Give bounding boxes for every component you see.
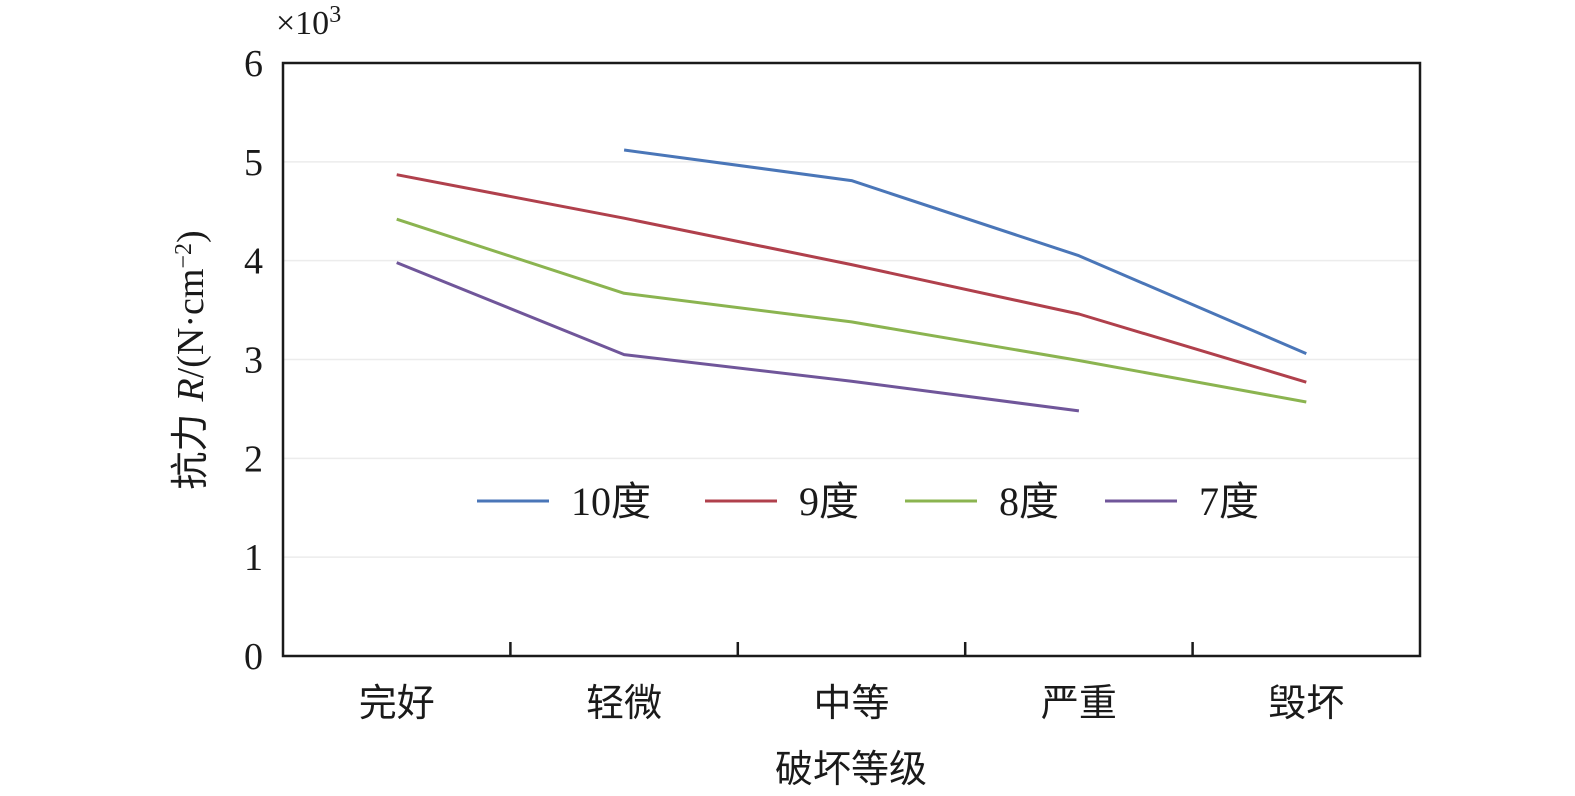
y-axis-title-symbol: R (170, 378, 212, 402)
legend: 10度 9度 8度 7度 (477, 479, 1259, 524)
x-axis-title: 破坏等级 (775, 747, 927, 791)
gridlines (283, 161, 1420, 558)
y-tick-label: 5 (244, 142, 263, 184)
legend-label: 7度 (1199, 479, 1259, 524)
plot-area-frame (281, 61, 1422, 658)
legend-label: 10度 (571, 479, 651, 524)
x-category-label: 中等 (813, 681, 889, 725)
series-lines (396, 148, 1307, 413)
x-category-label: 严重 (1041, 681, 1117, 725)
y-axis-title-close: ) (170, 230, 212, 243)
y-tick-label: 0 (244, 636, 263, 678)
x-axis-ticks (509, 642, 1194, 656)
y-tick-label: 6 (244, 43, 263, 85)
y-axis-title-prefix: 抗力 (168, 402, 212, 490)
legend-label: 8度 (999, 479, 1059, 524)
series-line (623, 148, 1307, 355)
series-line (396, 261, 1080, 413)
x-category-label: 轻微 (586, 681, 662, 725)
y-tick-label: 2 (244, 438, 263, 480)
y-axis-tick-labels: 0 1 2 3 4 5 6 (244, 43, 263, 678)
y-axis-multiplier-exponent: 3 (329, 2, 341, 28)
y-axis-title: 抗力 R/(N·cm−2) (168, 230, 212, 489)
series-line (396, 217, 1307, 404)
series-line (396, 173, 1307, 384)
y-axis-title-exponent: −2 (171, 243, 197, 269)
y-tick-label: 1 (244, 537, 263, 579)
y-tick-label: 4 (244, 241, 263, 283)
y-axis-multiplier-base: ×10 (276, 5, 329, 42)
x-category-label: 完好 (359, 681, 435, 725)
x-category-label: 毁坏 (1268, 681, 1344, 725)
y-axis-multiplier: ×103 (276, 2, 341, 42)
y-axis-title-unit: /(N·cm (170, 269, 212, 379)
legend-label: 9度 (799, 479, 859, 524)
y-tick-label: 3 (244, 340, 263, 382)
x-axis-category-labels: 完好 轻微 中等 严重 毁坏 (359, 681, 1345, 725)
